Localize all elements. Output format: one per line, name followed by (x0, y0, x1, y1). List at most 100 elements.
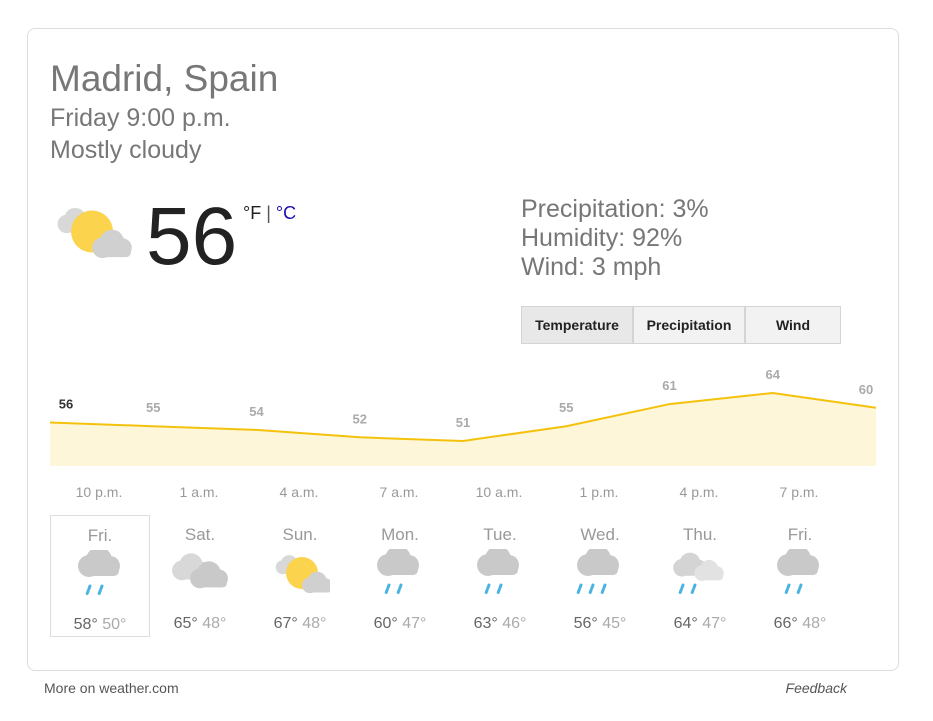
day-icon (477, 549, 519, 595)
forecast-day[interactable]: Fri. 66° 48° (750, 515, 850, 637)
hour-label: 1 a.m. (180, 484, 219, 500)
cloud-part (192, 578, 227, 588)
tab[interactable]: Temperature (521, 306, 633, 344)
feedback-link[interactable]: Feedback (785, 680, 847, 696)
cloud-part (780, 565, 818, 575)
temperature-label: 61 (662, 378, 676, 393)
day-icon (275, 555, 330, 594)
weather-card (27, 28, 899, 671)
cloud-part (81, 566, 119, 576)
day-temps: 58° 50° (51, 616, 149, 634)
current-icon (57, 207, 132, 259)
temperature-area (50, 393, 876, 466)
cloud-part (380, 565, 418, 575)
day-name: Wed. (580, 525, 620, 544)
detail: Humidity: 92% (521, 224, 683, 252)
day-name: Thu. (682, 525, 718, 544)
rain-drop (796, 583, 803, 595)
day-temps: 65° 48° (150, 615, 250, 633)
unit-separator: | (266, 203, 271, 223)
rain-drop (85, 584, 92, 596)
forecast-day[interactable]: Sun. 67° 48° (250, 515, 350, 637)
cloud-part (480, 565, 518, 575)
tab[interactable]: Precipitation (633, 306, 745, 344)
rain-drop (588, 583, 595, 595)
temperature-label: 56 (59, 397, 73, 412)
temperature-label: 64 (766, 367, 781, 382)
tab[interactable]: Wind (745, 306, 841, 344)
temperature-label: 51 (456, 415, 470, 430)
hour-label: 4 a.m. (280, 484, 319, 500)
high-temp: 66° (773, 615, 798, 632)
unit-c[interactable]: °C (275, 203, 297, 223)
forecast-day[interactable]: Tue. 63° 46° (450, 515, 550, 637)
cloud-part (696, 573, 723, 581)
forecast-day[interactable]: Wed. 56° 45° (550, 515, 650, 637)
day-name: Sun. (282, 525, 318, 544)
day-temps: 60° 47° (350, 615, 450, 633)
low-temp: 46° (502, 615, 527, 632)
day-temps: 64° 47° (650, 615, 750, 633)
high-temp: 56° (573, 615, 598, 632)
temperature-label: 52 (353, 411, 367, 426)
cloud-part (580, 565, 618, 575)
hour-label: 4 p.m. (680, 484, 719, 500)
day-icon (673, 552, 724, 595)
high-temp: 60° (373, 615, 398, 632)
hour-label: 10 p.m. (76, 484, 123, 500)
rain-drop (784, 583, 791, 595)
low-temp: 48° (802, 615, 827, 632)
temperature-label: 54 (249, 404, 264, 419)
cloud-part (94, 247, 131, 258)
day-temps: 66° 48° (750, 615, 850, 633)
rain-drop (384, 583, 391, 595)
day-temps: 63° 46° (450, 615, 550, 633)
temperature-label: 60 (859, 382, 873, 397)
day-icon (172, 553, 228, 589)
condition: Mostly cloudy (50, 136, 202, 164)
rain-drop (496, 583, 503, 595)
day-icon (777, 549, 819, 595)
day-temps: 56° 45° (550, 615, 650, 633)
day-name: Fri. (87, 526, 113, 545)
detail: Wind: 3 mph (521, 253, 662, 281)
day-name: Mon. (381, 525, 419, 544)
rain-drop (678, 583, 685, 595)
hour-label: 7 p.m. (780, 484, 819, 500)
location: Madrid, Spain (50, 58, 279, 99)
rain-drop (576, 583, 583, 595)
forecast-day[interactable]: Thu. 64° 47° (650, 515, 750, 637)
low-temp: 48° (302, 615, 327, 632)
day-name: Sat. (184, 525, 216, 544)
rain-drop (484, 583, 491, 595)
temperature-chart: 56 55 54 52 51 55 61 64 60 10 p.m. 1 a.m. 4 a.m. 7 a… (49, 367, 877, 500)
forecast-day[interactable]: Mon. 60° 47° (350, 515, 450, 637)
source-link[interactable]: More on weather.com (44, 680, 179, 696)
low-temp: 45° (602, 615, 627, 632)
high-temp: 67° (273, 615, 298, 632)
low-temp: 47° (402, 615, 427, 632)
temperature-line (49, 391, 877, 443)
hour-label: 7 a.m. (380, 484, 419, 500)
hour-label: 1 p.m. (580, 484, 619, 500)
forecast-day[interactable]: Sat. 65° 48° (150, 515, 250, 637)
day-name: Fri. (787, 525, 813, 544)
time: Friday 9:00 p.m. (50, 104, 231, 132)
high-temp: 64° (673, 615, 698, 632)
high-temp: 65° (173, 615, 198, 632)
day-icon (576, 549, 619, 595)
low-temp: 50° (102, 616, 127, 633)
cloud-part (304, 585, 330, 593)
rain-drop (690, 583, 697, 595)
rain-drop (396, 583, 403, 595)
forecast-day[interactable]: Fri. 58° 50° (50, 515, 150, 637)
high-temp: 58° (73, 616, 98, 633)
low-temp: 47° (702, 615, 727, 632)
temperature-label: 55 (146, 400, 160, 415)
temperature-label: 55 (559, 400, 573, 415)
unit-f[interactable]: °F (243, 203, 262, 223)
day-temps: 67° 48° (250, 615, 350, 633)
day-icon (377, 549, 419, 595)
rain-drop (600, 583, 607, 595)
